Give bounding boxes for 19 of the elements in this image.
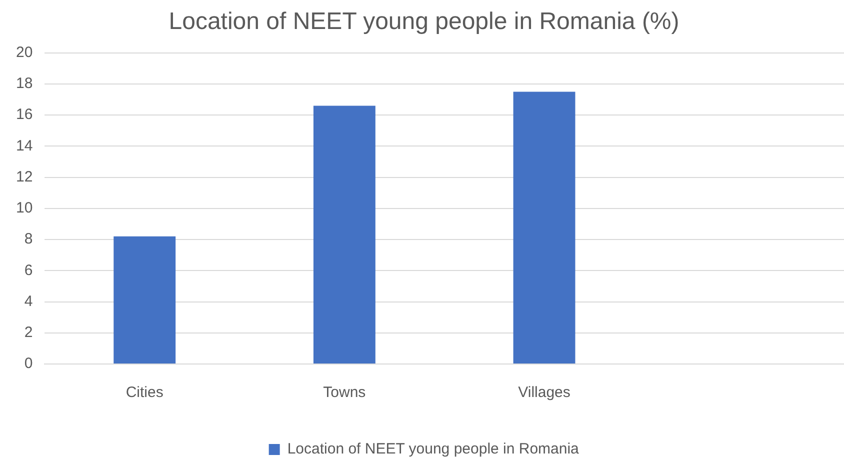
bar [313,106,376,364]
y-tick-label: 8 [24,230,33,248]
y-tick-label: 2 [24,324,33,342]
y-tick-label: 4 [24,292,33,310]
x-tick-label: Villages [518,384,570,402]
y-tick-label: 6 [24,262,33,279]
y-tick-label: 10 [16,200,33,217]
y-tick-label: 12 [16,168,33,186]
chart-title: Location of NEET young people in Romania (%) [168,8,680,36]
x-tick-label: Towns [323,384,366,402]
y-tick-label: 14 [16,137,33,154]
x-tick-label: Cities [126,384,164,402]
y-tick-label: 18 [16,75,33,92]
bar [114,236,176,364]
legend-label: Location of NEET young people in Romania [287,440,580,458]
y-tick-label: 0 [24,355,33,372]
y-tick-label: 20 [16,44,33,61]
y-tick-label: 16 [16,106,33,124]
bar [513,92,576,364]
